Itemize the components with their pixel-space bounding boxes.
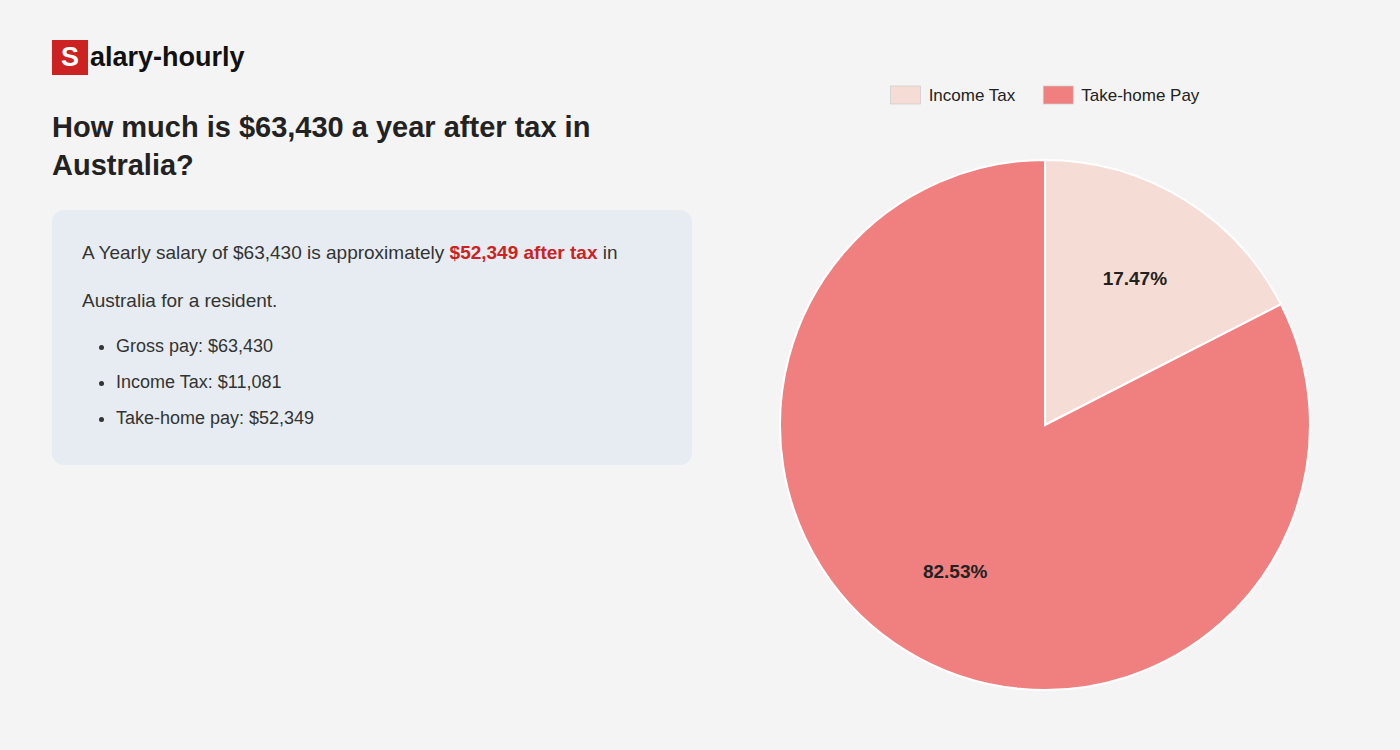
legend-swatch (891, 86, 921, 104)
title: How much is $63,430 a year after tax in … (52, 109, 692, 184)
legend-item: Take-home Pay (1043, 86, 1200, 105)
bullet-item: Income Tax: $11,081 (116, 369, 662, 397)
legend-label: Take-home Pay (1081, 86, 1200, 105)
data-label: 17.47% (1103, 268, 1168, 289)
logo: Salary-hourly (52, 40, 692, 75)
legend: Income Tax Take-home Pay (891, 86, 1200, 105)
data-label: 82.53% (923, 561, 988, 582)
pie-slices (780, 160, 1310, 690)
legend-swatch (1043, 86, 1073, 104)
info-box: A Yearly salary of $63,430 is approximat… (52, 210, 692, 465)
text-panel: Salary-hourly How much is $63,430 a year … (52, 40, 692, 465)
data-labels: 17.47% 82.53% (923, 268, 1167, 583)
bullet-item: Gross pay: $63,430 (116, 333, 662, 361)
info-text: in (597, 242, 617, 263)
pie-chart: 17.47% 82.53% Income Tax Take-home Pay (700, 0, 1400, 750)
info-highlight: $52,349 after tax (450, 242, 598, 263)
logo-text: alary-hourly (90, 42, 245, 73)
bullet-item: Take-home pay: $52,349 (116, 405, 662, 433)
bullet-list: Gross pay: $63,430 Income Tax: $11,081 Tak… (82, 333, 662, 433)
info-text: A Yearly salary of $63,430 is approximat… (82, 242, 450, 263)
info-line: A Yearly salary of $63,430 is approximat… (82, 238, 662, 267)
info-line: Australia for a resident. (82, 286, 662, 315)
legend-label: Income Tax (929, 86, 1016, 105)
pie-slice (780, 160, 1310, 690)
logo-mark: S (52, 40, 88, 75)
legend-item: Income Tax (891, 86, 1016, 105)
